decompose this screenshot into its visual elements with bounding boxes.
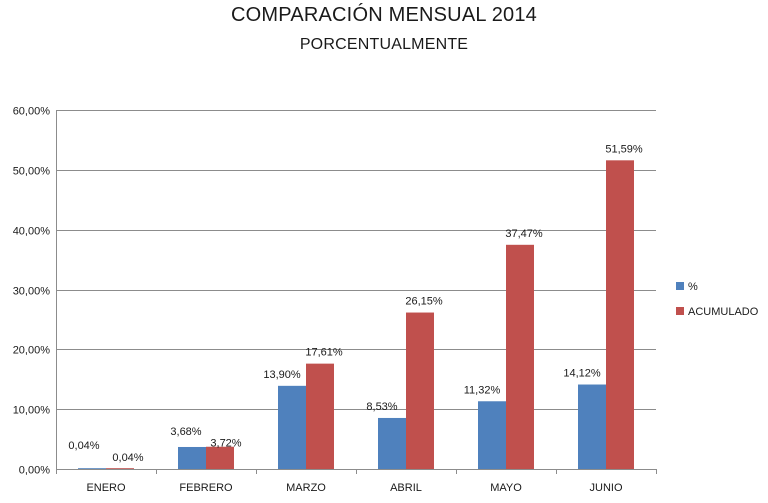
chart-title: COMPARACIÓN MENSUAL 2014 — [231, 4, 537, 26]
x-axis: ENERO FEBRERO MARZO ABRIL MAYO JUNIO — [56, 469, 657, 494]
bar-percent-marzo — [278, 385, 306, 469]
x-tick-label: JUNIO — [590, 482, 623, 494]
legend-swatch — [676, 282, 684, 290]
data-label: 0,04% — [112, 452, 143, 464]
data-labels: 0,04% 0,04% 3,68% 3,72% 13,90% 17,61% 8,53% 26,… — [68, 143, 642, 464]
data-label: 3,68% — [170, 426, 201, 438]
legend-label: % — [688, 281, 698, 293]
data-label: 0,04% — [68, 440, 99, 452]
bar-acumulado-junio — [606, 160, 634, 470]
x-tick-label: MAYO — [490, 482, 522, 494]
y-tick-label: 40,00% — [13, 226, 51, 238]
bar-acumulado-mayo — [506, 244, 534, 469]
y-tick-label: 30,00% — [13, 286, 51, 298]
x-tick-label: ENERO — [86, 482, 126, 494]
bar-acumulado-marzo — [306, 363, 334, 469]
data-label: 13,90% — [263, 369, 301, 381]
y-tick-label: 60,00% — [13, 106, 51, 118]
y-tick-label: 20,00% — [13, 345, 51, 357]
legend-swatch — [676, 307, 684, 315]
bars — [78, 160, 634, 470]
bar-percent-mayo — [478, 401, 506, 469]
y-tick-label: 0,00% — [19, 465, 50, 477]
data-label: 37,47% — [505, 228, 543, 240]
x-tick-label: ABRIL — [390, 482, 422, 494]
data-label: 51,59% — [605, 143, 643, 155]
bar-acumulado-febrero — [206, 446, 234, 469]
chart-subtitle: PORCENTUALMENTE — [299, 36, 469, 53]
data-label: 17,61% — [305, 347, 343, 359]
bar-percent-enero — [78, 468, 106, 469]
data-label: 14,12% — [563, 368, 601, 380]
data-label: 8,53% — [366, 401, 397, 413]
x-tick-label: MARZO — [286, 482, 326, 494]
legend: % ACUMULADO — [676, 281, 759, 318]
y-tick-label: 50,00% — [13, 166, 51, 178]
data-label: 3,72% — [210, 438, 241, 450]
bar-acumulado-enero — [106, 468, 134, 469]
bar-acumulado-abril — [406, 312, 434, 469]
x-tick-label: FEBRERO — [179, 482, 233, 494]
legend-label: ACUMULADO — [688, 306, 759, 318]
bar-percent-junio — [578, 384, 606, 469]
grid-lines — [56, 110, 656, 470]
data-label: 11,32% — [464, 384, 501, 396]
y-tick-label: 10,00% — [13, 405, 51, 417]
bar-percent-abril — [378, 417, 406, 469]
bar-percent-febrero — [178, 446, 206, 469]
data-label: 26,15% — [405, 296, 443, 308]
y-axis: 0,00% 10,00% 20,00% 30,00% 40,00% 50,00% 60,00… — [13, 106, 57, 477]
